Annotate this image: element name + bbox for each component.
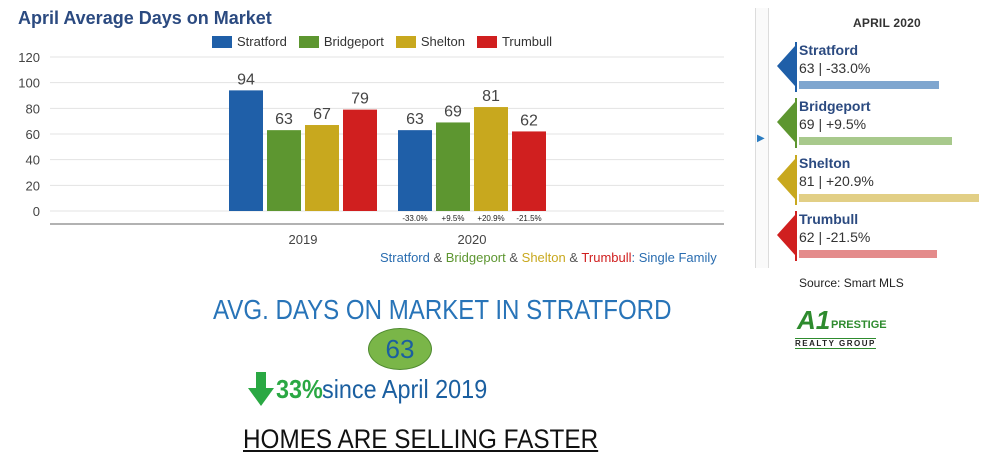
legend-swatch-stratford — [212, 35, 232, 48]
caption-part: & — [565, 250, 582, 265]
y-tick-label: 20 — [26, 178, 40, 193]
summary-change: 33% since April 2019 — [248, 372, 506, 406]
card-accent — [795, 98, 797, 148]
bar[interactable] — [436, 122, 470, 211]
panel-card-shelton[interactable]: Shelton 81 | +20.9% — [777, 155, 982, 205]
chevron-left-icon — [777, 215, 795, 255]
legend-label: Shelton — [420, 34, 465, 49]
card-value: 81 | +20.9% — [799, 173, 874, 189]
caption-part: Bridgeport — [445, 250, 506, 265]
card-bar — [799, 250, 937, 258]
caption-part: & — [505, 250, 522, 265]
card-accent — [795, 211, 797, 261]
bar-change-label: -33.0% — [402, 214, 427, 223]
legend-swatch-shelton — [395, 35, 416, 48]
panel-card-trumbull[interactable]: Trumbull 62 | -21.5% — [777, 211, 982, 261]
bar-change-label: -21.5% — [516, 214, 541, 223]
bar[interactable] — [343, 109, 377, 211]
x-tick-label: 2019 — [289, 232, 318, 247]
summary-footer: HOMES ARE SELLING FASTER — [243, 424, 599, 454]
panel-card-stratford[interactable]: Stratford 63 | -33.0% — [777, 42, 982, 92]
bar[interactable] — [398, 130, 432, 211]
card-value: 69 | +9.5% — [799, 116, 867, 132]
bar-value-label: 69 — [444, 103, 462, 120]
legend-label: Stratford — [237, 34, 287, 49]
card-name: Shelton — [799, 155, 851, 171]
chevron-left-icon — [777, 159, 795, 199]
legend-item-shelton[interactable]: Shelton — [395, 34, 465, 49]
y-tick-label: 100 — [18, 76, 40, 91]
chart-legend: Stratford Bridgeport Shelton Trumbull — [212, 34, 552, 49]
change-percent: 33% — [276, 373, 323, 404]
source-note: Source: Smart MLS — [799, 276, 904, 290]
logo-name: PRESTIGE — [831, 319, 887, 331]
bar-value-label: 94 — [237, 71, 255, 88]
panel-title: APRIL 2020 — [853, 16, 921, 30]
bar-value-label: 81 — [482, 88, 500, 105]
card-name: Bridgeport — [799, 98, 871, 114]
bar-change-label: +20.9% — [477, 214, 504, 223]
caption-part: Trumbull — [581, 250, 632, 265]
legend-item-stratford[interactable]: Stratford — [212, 34, 287, 49]
card-name: Stratford — [799, 42, 859, 58]
y-tick-label: 0 — [33, 204, 40, 219]
bar[interactable] — [474, 107, 508, 211]
legend-swatch-bridgeport — [298, 35, 319, 48]
legend-swatch-trumbull — [476, 35, 497, 48]
bar-value-label: 79 — [351, 91, 369, 108]
company-logo: A1 PRESTIGE REALTY GROUP — [795, 305, 895, 350]
card-bar — [799, 81, 939, 89]
card-value: 62 | -21.5% — [799, 229, 871, 245]
card-accent — [795, 42, 797, 92]
summary-headline: AVG. DAYS ON MARKET IN STRATFORD — [213, 294, 672, 325]
y-tick-label: 120 — [18, 50, 40, 65]
caption-part: Shelton — [521, 250, 566, 265]
y-tick-label: 80 — [26, 101, 40, 116]
x-tick-label: 2020 — [458, 232, 487, 247]
chevron-left-icon — [777, 102, 795, 142]
legend-label: Bridgeport — [323, 34, 384, 49]
bar-chart: 0 20 40 60 80 100 120 2019 94 63 67 79 2020 63 -33.0% 6… — [18, 50, 724, 247]
logo-mark: A1 — [797, 305, 831, 335]
bar-value-label: 62 — [520, 112, 538, 129]
bar-value-label: 63 — [406, 111, 424, 128]
bar[interactable] — [305, 125, 339, 211]
bar-value-label: 63 — [275, 111, 293, 128]
summary-value: 63 — [385, 333, 415, 364]
chart-caption: Stratford & Bridgeport & Shelton & Trumb… — [380, 250, 717, 265]
chart-title: April Average Days on Market — [18, 8, 272, 28]
card-name: Trumbull — [799, 211, 859, 227]
chevron-left-icon — [777, 46, 795, 86]
panel-card-bridgeport[interactable]: Bridgeport 69 | +9.5% — [777, 98, 982, 148]
legend-item-bridgeport[interactable]: Bridgeport — [298, 34, 384, 49]
card-bar — [799, 137, 953, 145]
y-tick-label: 40 — [26, 153, 40, 168]
down-arrow-icon — [248, 372, 274, 406]
card-bar — [799, 194, 979, 202]
bar-change-label: +9.5% — [442, 214, 465, 223]
caption-part: : Single Family — [631, 250, 717, 265]
bar[interactable] — [512, 131, 546, 211]
caption-part: Stratford — [380, 250, 430, 265]
logo-tagline: REALTY GROUP — [795, 338, 876, 349]
change-since: since April 2019 — [322, 373, 488, 404]
bar[interactable] — [229, 90, 263, 211]
expand-arrow-icon[interactable]: ▶ — [757, 133, 765, 144]
panel-toggle-strip[interactable] — [755, 8, 769, 268]
caption-part: & — [429, 250, 446, 265]
legend-item-trumbull[interactable]: Trumbull — [476, 34, 553, 49]
card-value: 63 | -33.0% — [799, 60, 871, 76]
bar-value-label: 67 — [313, 106, 331, 123]
legend-label: Trumbull — [501, 34, 553, 49]
bar[interactable] — [267, 130, 301, 211]
summary-value-badge: 63 — [368, 328, 432, 370]
card-accent — [795, 155, 797, 205]
y-tick-label: 60 — [26, 127, 40, 142]
